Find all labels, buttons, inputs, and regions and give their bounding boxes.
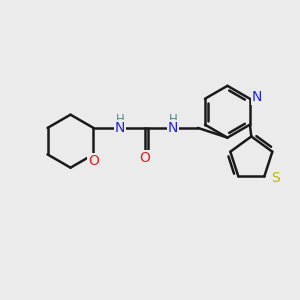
Text: H: H	[169, 113, 177, 126]
Text: S: S	[271, 171, 280, 185]
Text: H: H	[116, 113, 124, 126]
Text: O: O	[140, 151, 150, 165]
Text: N: N	[115, 121, 125, 135]
Text: N: N	[168, 121, 178, 135]
Text: N: N	[252, 90, 262, 104]
Text: O: O	[88, 154, 99, 168]
